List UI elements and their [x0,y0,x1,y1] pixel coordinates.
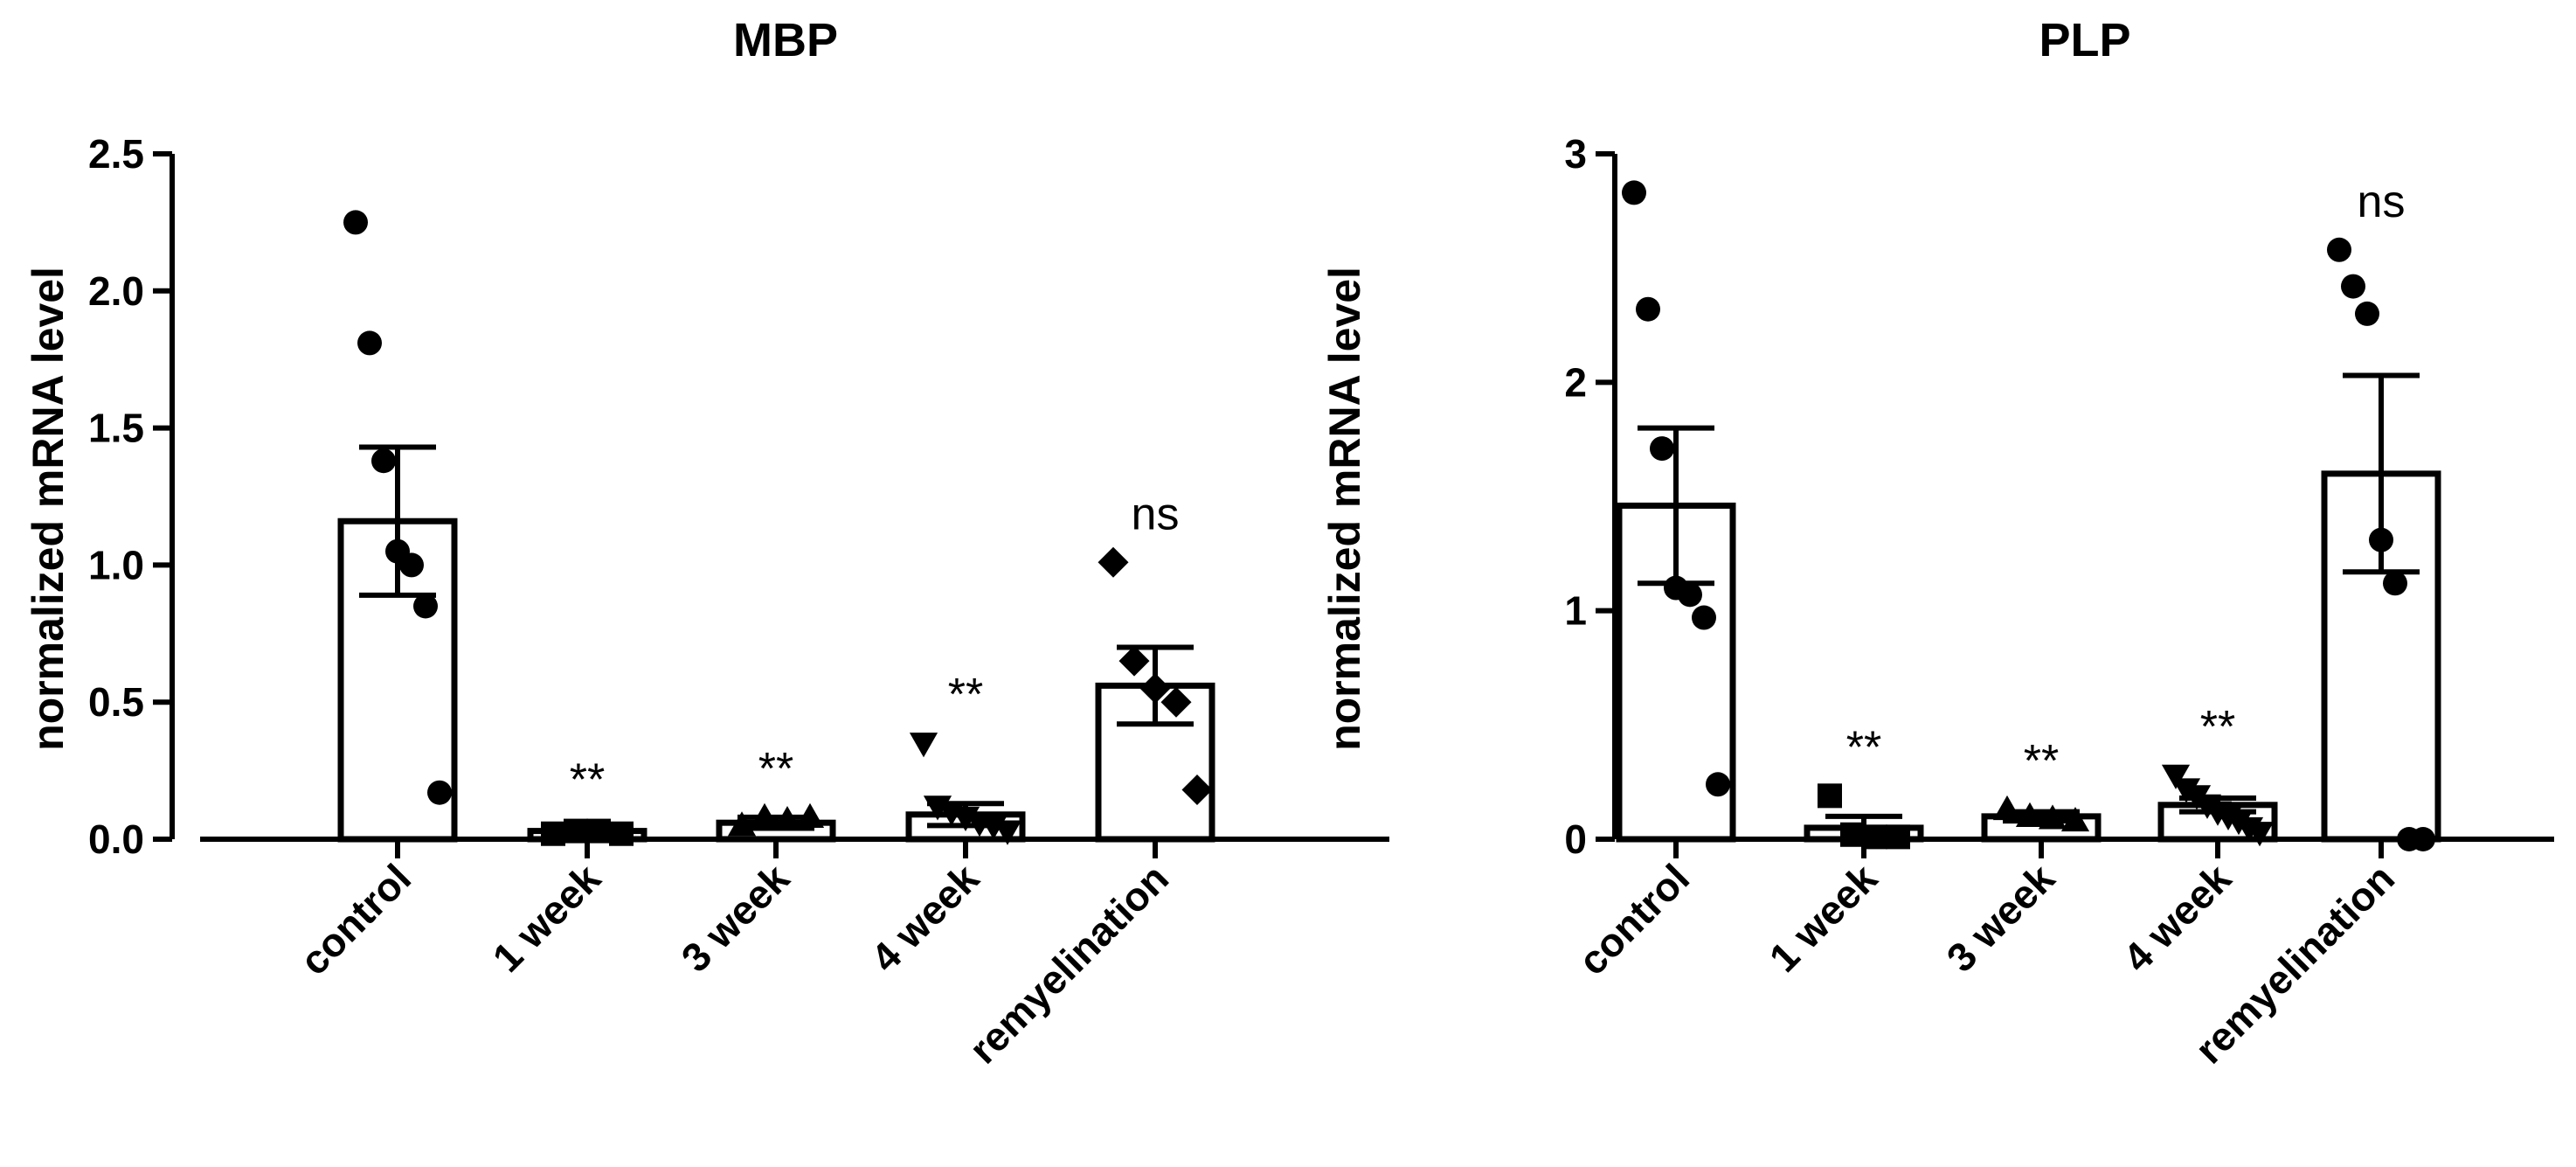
plp-data-point [2161,764,2191,789]
mbp-x-tick-label: 1 week [484,855,610,981]
plp-data-point [1818,783,1842,809]
plp-data-point [2355,301,2379,326]
plp-data-point [2341,274,2365,299]
plp-data-point [2369,527,2393,552]
mbp-data-point [541,821,565,846]
mbp-chart-title: MBP [733,14,838,66]
plp-chart-panel: PLP normalized mRNA level 0 1 2 3 control ** 1… [1320,14,2554,1073]
plp-data-point [1692,605,1716,630]
plp-data-point [1650,436,1674,462]
mbp-significance-label: ** [758,744,793,795]
plp-data-point [2038,804,2067,830]
plp-data-point [2245,822,2275,847]
mbp-data-point [750,802,779,828]
plp-data-point [1886,824,1910,850]
mbp-y-tick-label: 2.0 [88,268,144,314]
mbp-data-point [772,805,802,831]
plp-data-point [2411,827,2435,851]
plp-data-point [2327,237,2351,262]
mbp-data-point [343,210,368,235]
mbp-significance-label: ns [1132,489,1180,539]
mbp-y-tick-label: 2.5 [88,131,144,177]
plp-data-point [1840,822,1865,847]
mbp-data-point [357,330,382,356]
plp-x-tick-label: 3 week [1938,855,2064,981]
mbp-data-point [1098,546,1129,578]
plp-data-point [1706,772,1730,797]
mbp-significance-label: ** [570,754,605,805]
mbp-chart-panel: MBP normalized mRNA level 0.0 0.5 1.0 1.5 2.… [24,14,1389,1073]
mbp-x-tick-label: control [291,855,419,983]
plp-x-tick-label: control [1569,855,1698,983]
plp-y-tick-label: 2 [1564,359,1587,405]
plp-y-axis-label: normalized mRNA level [1320,267,1369,751]
plp-data-point [2383,571,2407,596]
mbp-data-point [1118,645,1150,677]
mbp-data-point [427,780,452,805]
mbp-data-point [993,820,1022,845]
mbp-data-point [609,821,634,846]
mbp-data-point [564,818,588,844]
mbp-x-tick-label: 4 week [862,855,988,981]
mbp-significance-label: ** [948,670,983,720]
mbp-data-point [371,448,396,474]
mbp-data-point [795,802,825,828]
plp-y-tick-label: 3 [1564,131,1587,177]
mbp-y-tick-label: 1.5 [88,406,144,451]
plp-y-tick-label: 0 [1564,816,1587,862]
mbp-data-point [586,818,611,844]
plp-significance-label: ns [2358,177,2406,227]
plp-x-tick-label: 1 week [1761,855,1887,981]
plp-data-point [1678,582,1702,608]
plp-data-point [1863,824,1887,850]
mbp-data-point [413,594,438,619]
mbp-x-tick-label: 3 week [673,855,799,981]
mbp-data-point [909,733,938,758]
plp-chart-title: PLP [2039,14,2130,66]
mbp-data-point [1160,686,1192,718]
mbp-data-point [1181,775,1213,806]
plp-data-point [2060,806,2090,832]
mbp-y-tick-label: 0.0 [88,816,144,862]
mbp-y-tick-label: 1.0 [88,542,144,587]
mbp-y-axis-label: normalized mRNA level [24,267,73,751]
plp-data-point [2015,802,2045,827]
mbp-data-point [399,552,424,578]
mbp-data-point [1139,673,1171,705]
plp-data-point [1622,180,1646,205]
mbp-x-tick-label: remyelination [960,855,1177,1072]
plp-data-point [1636,296,1660,322]
mbp-y-tick-label: 0.5 [88,679,144,725]
plp-x-tick-label: 4 week [2115,855,2240,981]
plp-significance-label: ** [1846,722,1881,773]
plp-significance-label: ** [2200,702,2235,753]
plp-y-tick-label: 1 [1564,588,1587,634]
plp-significance-label: ** [2024,736,2059,787]
mbp-data-point [727,811,757,837]
plp-data-point [1992,795,2022,821]
